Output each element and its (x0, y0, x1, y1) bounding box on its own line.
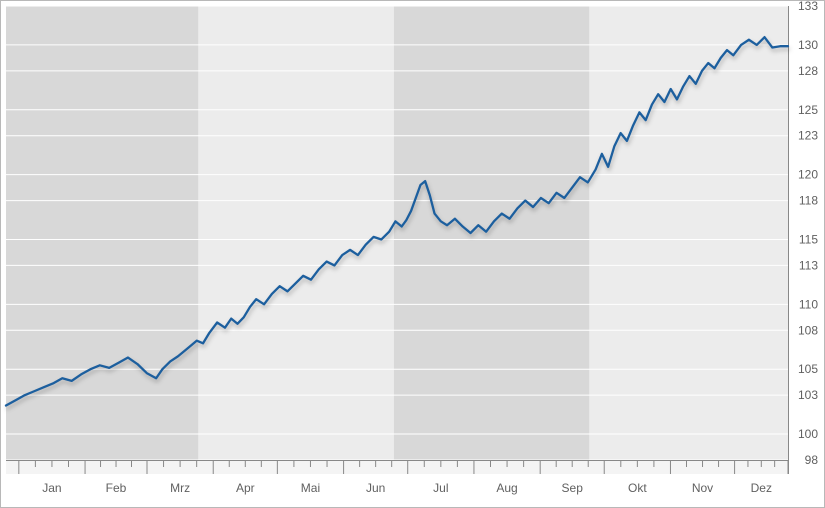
y-tick-label: 120 (798, 168, 818, 182)
y-tick-label: 133 (798, 0, 818, 13)
y-tick-label: 105 (798, 362, 818, 376)
x-tick-label: Jul (433, 481, 448, 495)
x-tick-label: Aug (496, 481, 517, 495)
y-tick-label: 125 (798, 103, 818, 117)
x-tick-label: Jan (42, 481, 61, 495)
y-axis-labels: 98 100 103 105 108 110 113 115 118 120 123 125 128 13… (798, 0, 818, 467)
y-tick-label: 128 (798, 64, 818, 78)
x-tick-label: Apr (236, 481, 255, 495)
y-tick-label: 108 (798, 323, 818, 337)
x-axis-labels: Jan Feb Mrz Apr Mai Jun Jul Aug Sep Okt Nov Dez (42, 481, 772, 495)
x-tick-label: Sep (562, 481, 584, 495)
x-tick-label: Mai (301, 481, 320, 495)
y-tick-label: 115 (799, 232, 818, 246)
y-tick-label: 123 (798, 129, 818, 143)
x-tick-label: Jun (366, 481, 385, 495)
y-tick-label: 118 (799, 194, 818, 208)
quarter-bands (6, 6, 788, 460)
price-line-chart: 98 100 103 105 108 110 113 115 118 120 123 125 128 13… (0, 0, 825, 508)
y-tick-label: 103 (798, 388, 818, 402)
y-tick-label: 100 (798, 427, 818, 441)
x-tick-label: Nov (692, 481, 713, 495)
x-tick-label: Mrz (170, 481, 190, 495)
y-tick-label: 98 (805, 453, 819, 467)
x-tick-label: Dez (751, 481, 772, 495)
y-tick-label: 113 (799, 258, 818, 272)
x-tick-label: Feb (106, 481, 127, 495)
x-tick-label: Okt (628, 481, 647, 495)
y-tick-label: 110 (799, 297, 818, 311)
y-tick-label: 130 (798, 38, 818, 52)
